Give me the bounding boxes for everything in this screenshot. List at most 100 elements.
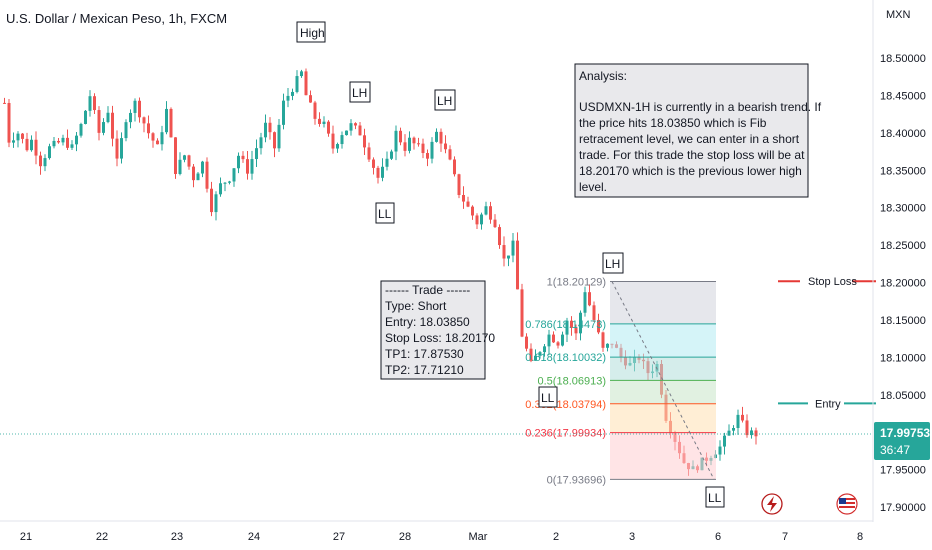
candle-body [25,138,29,151]
trade-lines[interactable]: Stop Loss Entry [0,276,876,435]
candle-body [7,102,11,143]
candle-body [183,155,186,160]
y-tick-label: 18.25000 [880,240,926,252]
fib-level-label: 0.618(18.10032) [525,352,606,364]
candle-body [309,95,312,103]
candle-body [493,219,497,228]
candle-body [52,140,56,147]
analysis-title: Analysis: [579,69,627,83]
countdown-value: 36:47 [880,443,910,457]
candle-body [210,188,213,213]
y-tick-label: 18.35000 [880,165,926,177]
candle-body [313,102,317,119]
analysis-box[interactable]: Analysis: USDMXN-1H is currently in a be… [574,63,822,198]
candle-body [66,137,69,148]
y-tick-label: 18.10000 [880,352,926,364]
candle-body [192,166,195,181]
label-high-text: High [300,26,325,40]
candle-body [250,159,254,174]
candle-body [322,121,326,125]
current-price-label[interactable]: 17.99753 36:47 [874,422,930,460]
analysis-line: the price hits 18.03850 which is Fib [579,116,767,130]
candle-body [448,149,452,160]
candle-body [39,155,42,167]
candle-body [12,140,15,143]
x-tick-label: 6 [715,531,721,543]
candle-body [3,102,6,104]
label-ll-3: LL [705,486,725,508]
us-flag-icon[interactable] [836,493,858,515]
candle-body [403,142,407,151]
fib-level-label: 0.382(18.03794) [525,399,606,411]
candle-body [597,319,600,333]
candle-body [237,155,240,169]
x-tick-label: 7 [782,531,788,543]
label-lh-2-text: LH [437,94,452,108]
candle-body [282,100,285,125]
candle-body [223,182,227,184]
y-tick-label: 18.40000 [880,128,926,140]
fib-trend-line [611,281,715,480]
candle-body [754,430,758,437]
label-lh-2: LH [434,89,456,111]
chart-title: U.S. Dollar / Mexican Peso, 1h, FXCM [6,11,227,26]
analysis-line: level. [579,180,607,194]
candle-body [552,334,555,343]
candle-body [133,100,137,113]
candle-body [354,123,357,126]
candle-body [511,240,515,256]
label-ll-2: LL [538,386,558,408]
candle-body [592,305,596,320]
candle-body [408,137,411,151]
label-lh-1-box [349,81,371,103]
candle-body [97,110,101,133]
candle-body [736,414,740,429]
candle-body [525,336,528,349]
fib-level-label: 1(18.20129) [547,277,606,289]
candle-body [561,334,564,346]
candle-body [174,137,177,175]
candle-body [138,100,141,118]
candle-body [399,130,402,143]
candle-body [219,183,222,195]
candle-body [291,91,294,96]
candle-body [147,123,150,134]
fib-zone [610,432,716,480]
candle-body [304,71,308,96]
candle-body [727,430,731,436]
trade-box[interactable]: ------ Trade ------ Type: Short Entry: 1… [380,280,495,380]
fib-level-label: 0.236(17.99934) [525,428,606,440]
label-high: High [296,21,326,43]
candle-body [367,147,371,160]
fibonacci-retracement[interactable]: 1(18.20129) 0.786(18.14473) 0.618(18.10032… [525,277,716,487]
x-tick-label: 2 [553,531,559,543]
label-ll-2-text: LL [541,391,555,405]
analysis-line: retracement level, we can enter in a sho… [579,132,800,146]
candle-body [286,95,290,101]
fib-level-label: 0.5(18.06913) [538,375,607,387]
candle-body [84,110,87,124]
y-tick-label: 18.20000 [880,278,926,290]
candle-body [30,139,33,151]
candle-body [102,122,105,133]
time-axis[interactable]: 21 22 23 24 27 28 Mar 2 3 6 7 8 [0,520,873,543]
candle-body [246,159,249,174]
label-lh-3-text: LH [605,257,620,271]
candle-body [381,166,384,178]
y-tick-label: 18.45000 [880,90,926,102]
candle-body [178,159,182,175]
candle-body [417,143,420,145]
candle-body [16,133,20,141]
candle-body [741,414,744,421]
candle-body [574,327,578,334]
candle-body [583,292,587,313]
lightning-icon[interactable] [761,493,783,515]
candle-body [556,342,560,346]
candle-body [529,348,533,361]
fib-zone [610,380,716,404]
candle-body [462,195,465,202]
candle-body [196,173,200,181]
y-tick-label: 18.30000 [880,203,926,215]
y-tick-label: 18.05000 [880,390,926,402]
